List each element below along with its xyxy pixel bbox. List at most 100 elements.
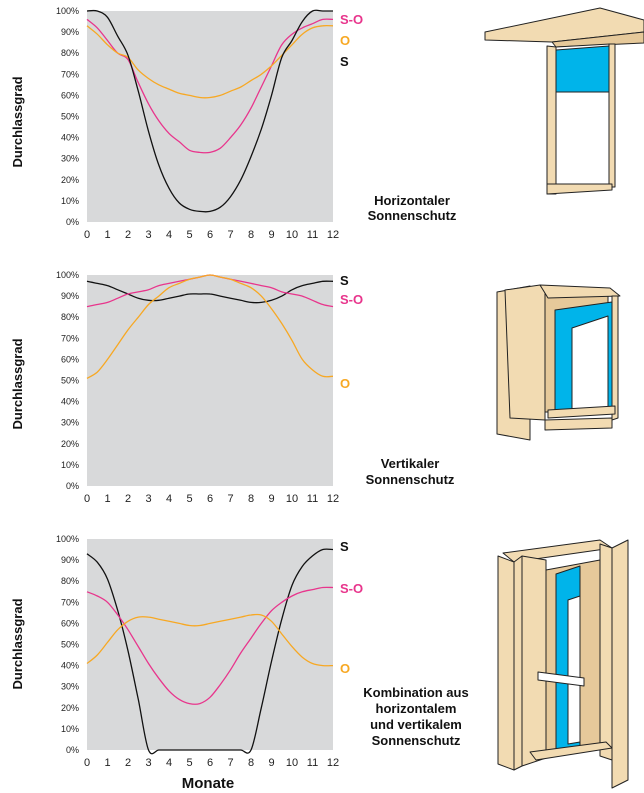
- y-tick-label: 90%: [61, 27, 79, 37]
- x-tick-label: 0: [84, 229, 90, 241]
- legend-label-1-s: S: [340, 54, 349, 69]
- series-line-s: [86, 548, 334, 755]
- y-tick-label: 100%: [56, 6, 79, 16]
- series-line-s-o: [86, 18, 334, 154]
- legend-label-2-s: S: [340, 273, 349, 288]
- series-line-o: [86, 24, 334, 99]
- x-axis-label: Monate: [182, 775, 235, 792]
- x-tick-label: 12: [327, 757, 339, 769]
- y-tick-label: 70%: [61, 333, 79, 343]
- y-tick-label: 70%: [61, 69, 79, 79]
- series-lines-2: [86, 274, 334, 379]
- y-tick-label: 30%: [61, 154, 79, 164]
- x-tick-label: 5: [186, 757, 192, 769]
- y-tick-label: 40%: [61, 661, 79, 671]
- series-lines-3: [86, 548, 334, 755]
- y-tick-label: 50%: [61, 640, 79, 650]
- x-tick-labels-3: 0 1 2 3 4 5 6 7 8 9 10 11 12: [84, 757, 339, 769]
- y-tick-label: 20%: [61, 175, 79, 185]
- legend-label-2-o: O: [340, 376, 350, 391]
- plot-area-2: [87, 275, 333, 486]
- y-tick-label: 60%: [61, 354, 79, 364]
- x-tick-label: 1: [104, 757, 110, 769]
- legend-label-1-o: O: [340, 33, 350, 48]
- x-tick-label: 6: [207, 757, 213, 769]
- y-tick-label: 50%: [61, 376, 79, 386]
- y-tick-labels-1: 0% 10% 20% 30% 40% 50% 60% 70% 80% 90% 100%: [56, 6, 79, 227]
- chart-panel-1: Durchlassgrad 0%10%20%30%40%50%60%70%80%…: [10, 6, 457, 241]
- caption-2-line-2: Sonnenschutz: [366, 472, 455, 487]
- caption-3-line-3: und vertikalem: [370, 717, 462, 732]
- y-tick-label: 10%: [61, 460, 79, 470]
- series-line-s: [86, 9, 333, 213]
- x-tick-label: 9: [268, 493, 274, 505]
- y-tick-label: 90%: [61, 555, 79, 565]
- caption-1-line-2: Sonnenschutz: [368, 208, 457, 223]
- y-tick-label: 80%: [61, 312, 79, 322]
- x-tick-label: 7: [227, 757, 233, 769]
- x-tick-label: 12: [327, 493, 339, 505]
- caption-1-line-1: Horizontaler: [374, 193, 450, 208]
- chart-panel-3: Durchlassgrad 0%10%20%30%40%50%60%70%80%…: [10, 534, 469, 769]
- x-tick-label: 11: [307, 757, 318, 769]
- window-vertical-shade-illustration: [496, 284, 621, 441]
- x-tick-label: 5: [186, 493, 192, 505]
- y-tick-label: 30%: [61, 682, 79, 692]
- y-tick-label: 30%: [61, 418, 79, 428]
- x-tick-label: 3: [145, 493, 151, 505]
- x-tick-labels-2: 0 1 2 3 4 5 6 7 8 9 10 11 12: [84, 493, 339, 505]
- x-tick-label: 8: [248, 757, 254, 769]
- x-tick-label: 0: [84, 493, 90, 505]
- y-tick-label: 80%: [61, 48, 79, 58]
- x-tick-label: 5: [186, 229, 192, 241]
- y-tick-label: 20%: [61, 703, 79, 713]
- x-tick-label: 2: [125, 493, 131, 505]
- y-tick-label: 0%: [66, 217, 79, 227]
- legend-label-3-s-o: S-O: [340, 581, 363, 596]
- x-tick-label: 10: [286, 229, 298, 241]
- y-tick-label: 50%: [61, 112, 79, 122]
- x-tick-label: 9: [268, 229, 274, 241]
- y-tick-labels-3: 0% 10% 20% 30% 40% 50% 60% 70% 80% 90% 100%: [56, 534, 79, 755]
- caption-3-line-2: horizontalem: [376, 701, 457, 716]
- caption-3-line-1: Kombination aus: [363, 685, 468, 700]
- x-tick-label: 10: [286, 493, 298, 505]
- y-tick-label: 10%: [61, 196, 79, 206]
- y-axis-label-1: Durchlassgrad: [10, 76, 25, 167]
- window-horizontal-shade-illustration: [484, 7, 644, 195]
- y-tick-label: 60%: [61, 618, 79, 628]
- chart-panel-2: Durchlassgrad 0%10%20%30%40%50%60%70%80%…: [10, 270, 455, 505]
- series-line-o: [86, 613, 334, 667]
- x-tick-label: 4: [166, 229, 172, 241]
- legend-label-1-s-o: S-O: [340, 12, 363, 27]
- x-tick-label: 11: [307, 493, 318, 505]
- y-tick-label: 60%: [61, 90, 79, 100]
- y-axis-label-2: Durchlassgrad: [10, 338, 25, 429]
- x-tick-label: 8: [248, 229, 254, 241]
- x-tick-label: 10: [286, 757, 298, 769]
- y-tick-label: 20%: [61, 439, 79, 449]
- y-tick-label: 80%: [61, 576, 79, 586]
- legend-label-3-o: O: [340, 661, 350, 676]
- x-tick-label: 1: [104, 493, 110, 505]
- y-tick-label: 100%: [56, 270, 79, 280]
- x-tick-label: 6: [207, 493, 213, 505]
- window-combined-shade-illustration: [497, 539, 629, 789]
- x-tick-label: 7: [227, 229, 233, 241]
- x-tick-label: 2: [125, 757, 131, 769]
- y-tick-label: 10%: [61, 724, 79, 734]
- y-tick-label: 90%: [61, 291, 79, 301]
- caption-2-line-1: Vertikaler: [381, 456, 440, 471]
- x-tick-label: 4: [166, 757, 172, 769]
- y-tick-labels-2: 0% 10% 20% 30% 40% 50% 60% 70% 80% 90% 100%: [56, 270, 79, 491]
- y-tick-label: 40%: [61, 397, 79, 407]
- x-tick-label: 8: [248, 493, 254, 505]
- x-tick-label: 2: [125, 229, 131, 241]
- caption-3-line-4: Sonnenschutz: [372, 733, 461, 748]
- y-tick-label: 0%: [66, 481, 79, 491]
- plot-area-1: [87, 11, 333, 222]
- legend-label-3-s: S: [340, 539, 349, 554]
- x-tick-label: 7: [227, 493, 233, 505]
- y-tick-label: 40%: [61, 133, 79, 143]
